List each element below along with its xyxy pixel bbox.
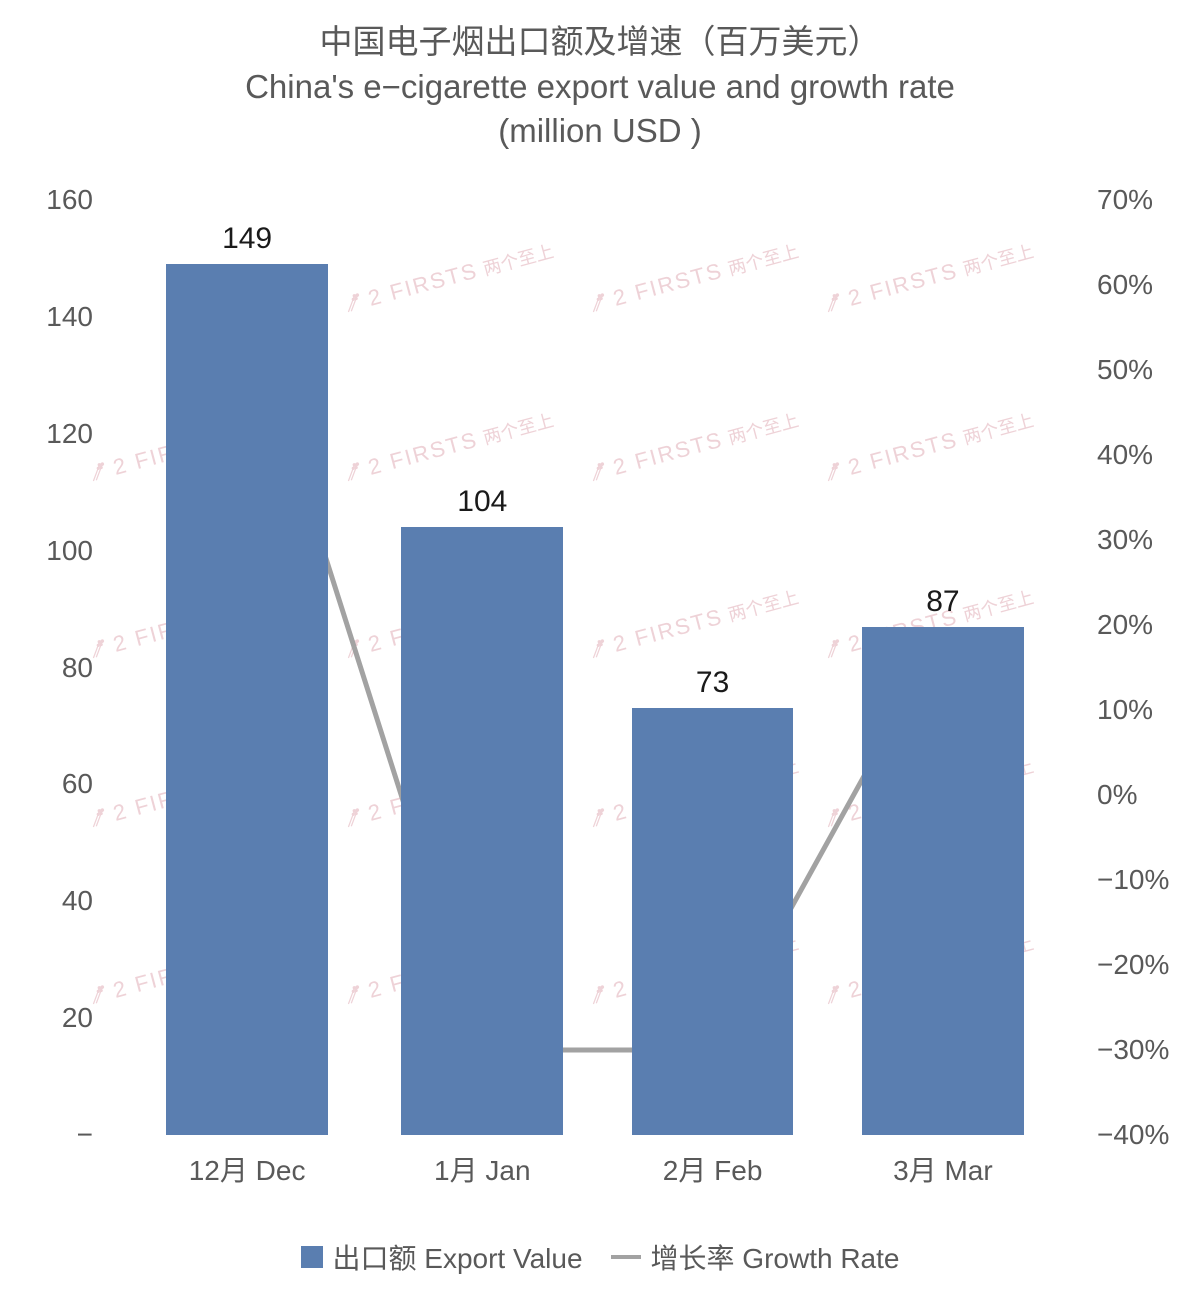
y-left-tick: 100 — [46, 535, 93, 567]
y-right-tick: 10% — [1097, 694, 1153, 726]
title-line-3: (million USD ) — [0, 109, 1200, 154]
growth-line — [247, 311, 943, 1051]
y-right-tick: 0% — [1097, 779, 1137, 811]
y-right-tick: −10% — [1097, 864, 1169, 896]
bar-value-label: 149 — [222, 222, 272, 256]
y-left-tick: 40 — [62, 885, 93, 917]
title-line-2: China's e−cigarette export value and gro… — [0, 65, 1200, 110]
bar-value-label: 104 — [457, 485, 507, 519]
y-right-tick: 50% — [1097, 354, 1153, 386]
x-tick: 1月 Jan — [434, 1149, 531, 1189]
x-tick: 3月 Mar — [893, 1149, 993, 1189]
plot-area: 2 FIRSTS 两个至上2 FIRSTS 两个至上2 FIRSTS 两个至上2… — [105, 200, 1085, 1135]
x-tick: 2月 Feb — [663, 1149, 763, 1189]
bar — [632, 708, 794, 1135]
y-left-tick: 140 — [46, 301, 93, 333]
bar — [401, 527, 563, 1135]
legend-label-line: 增长率 Growth Rate — [651, 1237, 900, 1277]
y-right-tick: 20% — [1097, 609, 1153, 641]
bar — [166, 264, 328, 1135]
title-line-1: 中国电子烟出口额及增速（百万美元） — [0, 20, 1200, 65]
bar-value-label: 73 — [696, 666, 729, 700]
legend-swatch-bar — [301, 1246, 323, 1268]
y-right-tick: 70% — [1097, 184, 1153, 216]
y-left-tick: 80 — [62, 652, 93, 684]
y-left-tick: 60 — [62, 768, 93, 800]
y-right-tick: 60% — [1097, 269, 1153, 301]
legend-item-bar: 出口额 Export Value — [301, 1237, 583, 1277]
x-tick: 12月 Dec — [189, 1149, 306, 1189]
legend-swatch-line — [611, 1255, 641, 1259]
y-right-tick: −30% — [1097, 1034, 1169, 1066]
bar — [862, 627, 1024, 1135]
legend: 出口额 Export Value 增长率 Growth Rate — [0, 1237, 1200, 1277]
y-right-tick: 40% — [1097, 439, 1153, 471]
legend-item-line: 增长率 Growth Rate — [611, 1237, 900, 1277]
y-right-tick: 30% — [1097, 524, 1153, 556]
y-right-tick: −20% — [1097, 949, 1169, 981]
y-left-tick: 120 — [46, 418, 93, 450]
legend-label-bar: 出口额 Export Value — [333, 1237, 583, 1277]
y-right-tick: −40% — [1097, 1119, 1169, 1151]
bar-value-label: 87 — [926, 585, 959, 619]
y-left-tick: 160 — [46, 184, 93, 216]
y-left-tick: − — [77, 1119, 93, 1151]
chart-title: 中国电子烟出口额及增速（百万美元） China's e−cigarette ex… — [0, 20, 1200, 154]
chart-container: 中国电子烟出口额及增速（百万美元） China's e−cigarette ex… — [0, 0, 1200, 1307]
y-left-tick: 20 — [62, 1002, 93, 1034]
